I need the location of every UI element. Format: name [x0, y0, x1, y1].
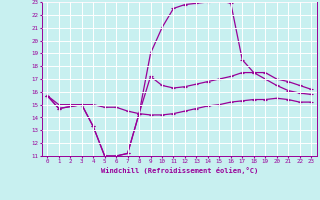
- X-axis label: Windchill (Refroidissement éolien,°C): Windchill (Refroidissement éolien,°C): [100, 167, 258, 174]
